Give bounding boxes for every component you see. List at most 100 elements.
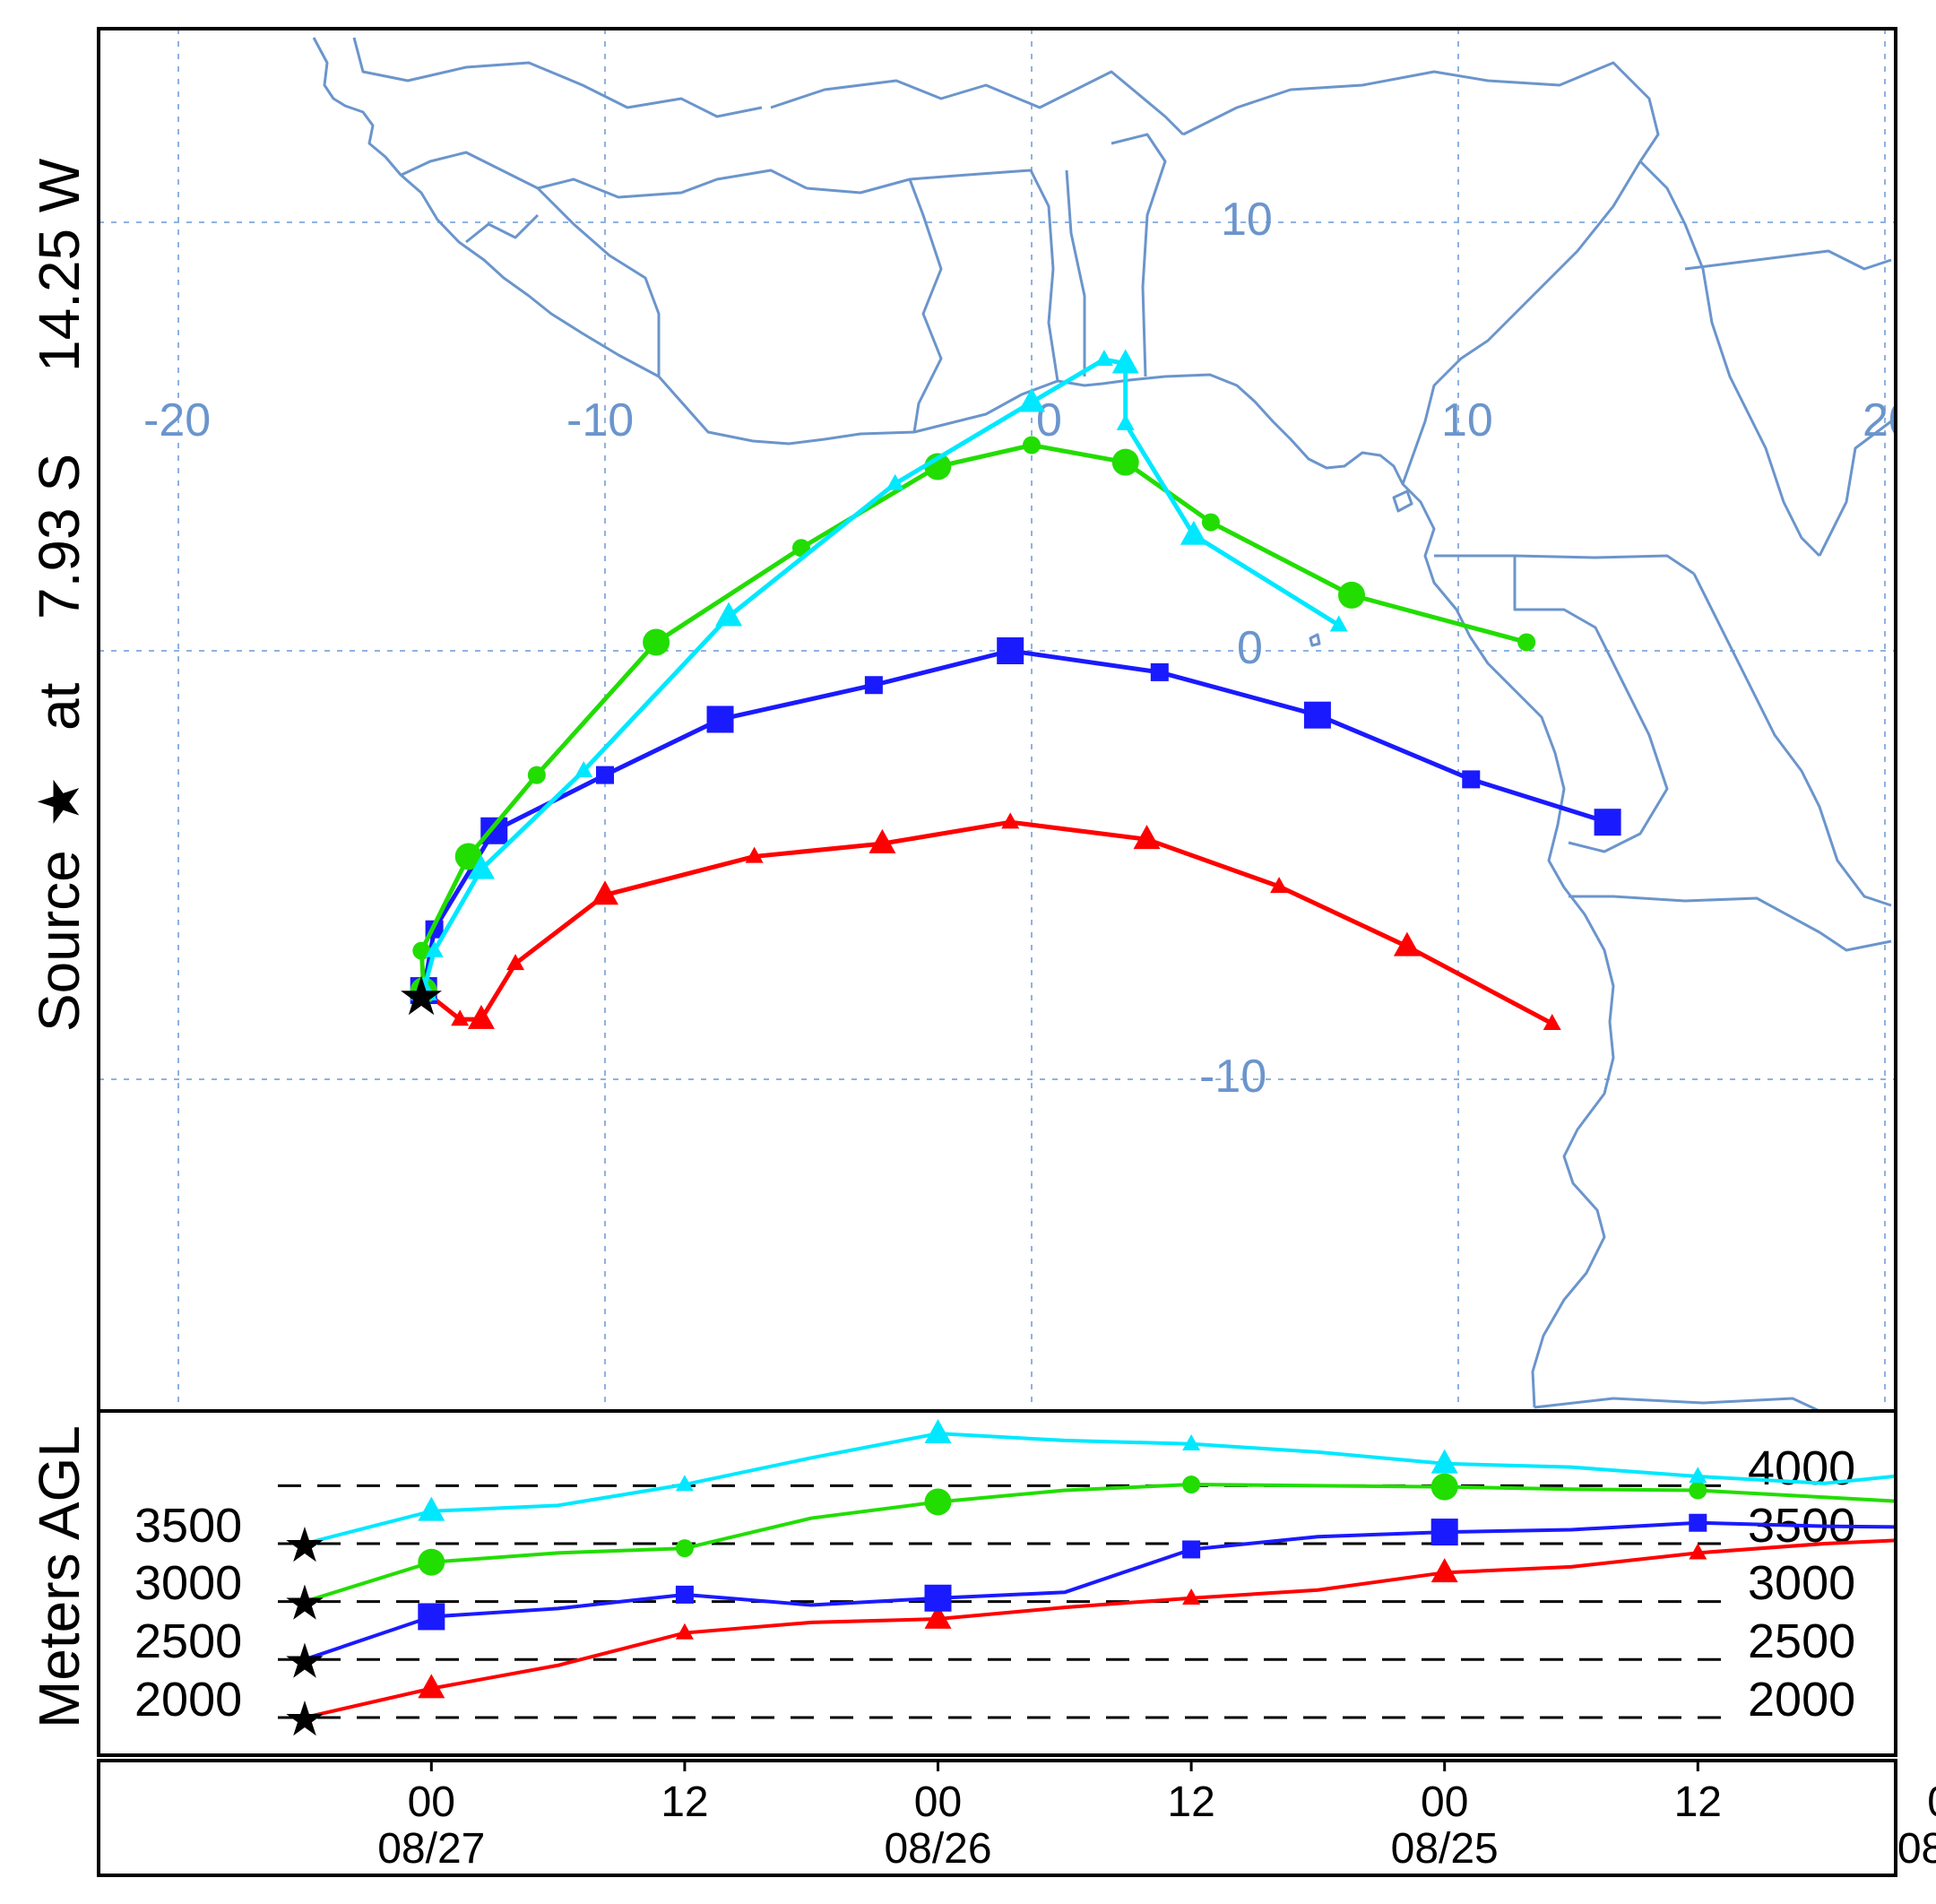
start-height-labels: 3500 3000 2500 2000	[134, 1499, 242, 1727]
coastlines-and-borders	[312, 37, 1892, 1411]
map-trajectory-line-2	[419, 443, 1527, 991]
height-trajectory-marker	[1430, 1558, 1458, 1583]
map-trajectory-marker	[575, 761, 593, 778]
lat-label-minus-10: -10	[1199, 1051, 1266, 1103]
border-senegal-mali	[352, 37, 763, 118]
start-height-3000: 3000	[134, 1556, 242, 1610]
start-star-icon: ★	[283, 1632, 326, 1689]
height-trajectory-marker	[1689, 1467, 1707, 1484]
border-drc-angola	[1569, 895, 1892, 952]
source-latitude: 7.93 S	[27, 454, 91, 619]
height-trajectory-marker	[1689, 1543, 1707, 1560]
map-trajectory-marker	[454, 843, 482, 870]
height-panel: 3500 3000 2500 2000 4000 3500 3000 2500 …	[134, 1418, 1896, 1747]
lon-label-minus-20: -20	[143, 394, 211, 446]
map-graticule	[99, 29, 1896, 1411]
map-trajectory-marker	[596, 766, 614, 784]
height-frame	[97, 1409, 1897, 1757]
height-trajectory-marker	[418, 1548, 445, 1576]
island-bioko	[1392, 489, 1413, 513]
latitude-labels: 10 0 -10	[1199, 194, 1273, 1103]
start-star-icon: ★	[283, 1691, 326, 1747]
height-trajectory-marker	[675, 1539, 694, 1558]
right-height-4000: 4000	[1748, 1441, 1855, 1495]
height-trajectory-marker	[924, 1488, 952, 1516]
time-date-label: 08/25	[1391, 1825, 1499, 1873]
map-trajectory-marker	[592, 880, 618, 905]
map-trajectory-marker	[410, 975, 437, 1000]
border-niger-nigeria	[1182, 61, 1660, 162]
height-trajectory-line-2	[304, 1483, 1896, 1604]
map-trajectory-marker	[506, 954, 525, 971]
map-trajectory-marker	[1270, 877, 1289, 894]
border-sierra-leone	[465, 213, 540, 244]
source-longitude: 14.25 W	[27, 158, 91, 372]
height-trajectory-line-1	[304, 1520, 1896, 1662]
map-trajectory-marker	[527, 766, 546, 784]
border-guinea-mali	[401, 151, 808, 199]
map-trajectory-marker	[1329, 615, 1348, 632]
time-hour-label: 12	[1674, 1779, 1722, 1826]
map-trajectory-marker	[1517, 633, 1536, 652]
map-trajectory-marker	[1303, 701, 1331, 729]
right-height-2000: 2000	[1748, 1673, 1855, 1727]
time-axis: 0008/27120008/26120008/25120008/24120008…	[377, 1761, 1936, 1873]
map-trajectory-marker	[1023, 436, 1041, 454]
right-height-3000: 3000	[1748, 1556, 1855, 1610]
lon-label-10: 10	[1441, 394, 1493, 446]
lat-label-10: 10	[1221, 194, 1273, 246]
border-chad-cameroon	[1638, 160, 1821, 558]
height-trajectory-marker	[1182, 1476, 1201, 1494]
map-trajectory-line-3	[421, 357, 1341, 991]
time-hour-label: 00	[408, 1779, 455, 1826]
map-frame	[97, 27, 1897, 1413]
map-trajectory-marker	[869, 828, 896, 853]
map-trajectory-marker	[1543, 1014, 1561, 1031]
border-togo-benin	[1065, 169, 1086, 376]
height-trajectory-marker	[675, 1623, 694, 1640]
border-burkina-niger	[770, 70, 1185, 136]
height-trajectory-marker	[418, 1603, 445, 1631]
height-trajectory-marker	[1182, 1588, 1201, 1605]
map-trajectory-marker	[1338, 581, 1365, 609]
height-trajectory-marker	[675, 1475, 694, 1492]
height-trajectory-marker	[418, 1674, 445, 1699]
map-trajectory-marker	[467, 1004, 495, 1029]
map-trajectory-marker	[745, 846, 764, 863]
lat-label-0: 0	[1237, 622, 1263, 674]
map-trajectory-marker	[1001, 812, 1020, 829]
time-frame	[97, 1759, 1897, 1877]
border-eastern	[1818, 420, 1892, 557]
time-hour-label: 12	[1167, 1779, 1214, 1826]
height-trajectory-marker	[1430, 1473, 1458, 1501]
map-trajectory-marker	[1180, 520, 1207, 545]
height-trajectory-marker	[924, 1584, 952, 1612]
height-trajectory-marker	[675, 1585, 694, 1604]
map-trajectory-marker	[864, 676, 883, 695]
source-star-marker: ★	[397, 965, 445, 1028]
map-trajectory-marker	[1594, 809, 1621, 836]
map-trajectory-marker	[1133, 825, 1161, 850]
map-trajectory-marker	[1116, 413, 1135, 430]
time-hour-label: 00	[914, 1779, 962, 1826]
height-trajectory-marker	[1430, 1519, 1458, 1546]
border-angola-namibia	[1534, 1397, 1820, 1411]
map-trajectory-marker	[1111, 349, 1139, 374]
time-hour-label: 00	[1421, 1779, 1468, 1826]
height-trajectory-marker	[1689, 1481, 1707, 1500]
map-panel: -20 -10 0 10 20 10 0 -10 ★	[99, 29, 1896, 1411]
right-height-2500: 2500	[1748, 1614, 1855, 1668]
map-trajectory-marker	[1094, 350, 1113, 367]
border-benin-nigeria	[1111, 133, 1167, 377]
height-trajectory-marker	[1182, 1434, 1201, 1451]
map-trajectory-marker	[715, 601, 743, 627]
coastline-west-africa	[312, 37, 1615, 1408]
height-trajectory-marker	[1182, 1540, 1201, 1559]
map-trajectory-marker	[425, 940, 444, 957]
height-trajectory-marker	[924, 1604, 952, 1629]
height-trajectory-line-0	[304, 1538, 1896, 1719]
border-congo-drc	[1692, 573, 1892, 907]
time-date-label: 08/26	[884, 1825, 991, 1873]
border-cameroon-gabon	[1434, 554, 1695, 576]
